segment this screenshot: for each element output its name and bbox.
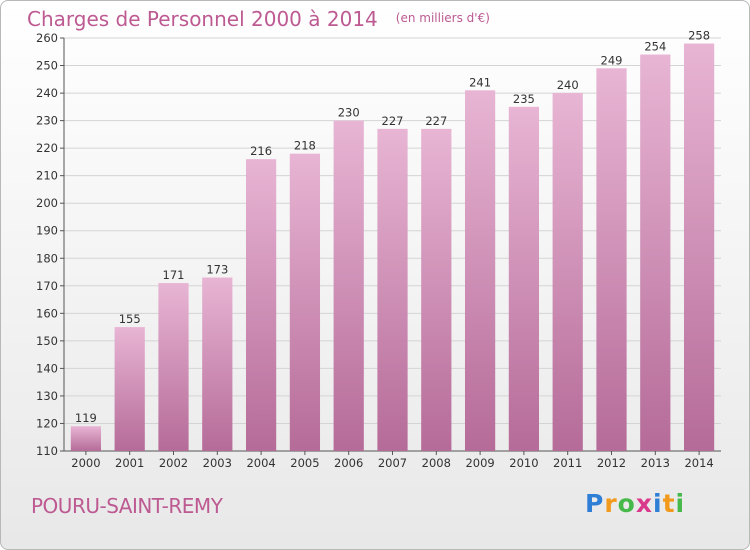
bar bbox=[333, 120, 364, 451]
x-tick-label: 2008 bbox=[422, 456, 451, 470]
bar bbox=[158, 283, 189, 451]
brand-letter: o bbox=[617, 489, 636, 518]
data-label: 230 bbox=[338, 106, 360, 120]
y-tick-label: 140 bbox=[36, 361, 58, 375]
x-tick-label: 2006 bbox=[334, 456, 363, 470]
brand-letter: t bbox=[662, 489, 676, 518]
data-label: 227 bbox=[425, 114, 447, 128]
bar bbox=[377, 128, 408, 452]
bars bbox=[70, 43, 715, 452]
data-label: 119 bbox=[75, 411, 97, 425]
data-labels: 119 155 171 173 216 218 230 227 227 241 235 240 249 2… bbox=[75, 29, 710, 426]
y-tick-label: 230 bbox=[36, 114, 58, 128]
chart-title-text: Charges de Personnel 2000 à 2014 bbox=[27, 7, 378, 31]
bar bbox=[421, 128, 452, 452]
y-tick-label: 250 bbox=[36, 59, 58, 73]
x-tick-label: 2012 bbox=[597, 456, 626, 470]
y-tick-label: 190 bbox=[36, 224, 58, 238]
data-label: 258 bbox=[688, 29, 710, 43]
brand-letter: i bbox=[675, 489, 686, 518]
y-tick-label: 120 bbox=[36, 416, 58, 430]
bar bbox=[508, 106, 540, 451]
x-tick-label: 2010 bbox=[509, 456, 538, 470]
y-tick-label: 220 bbox=[36, 141, 58, 155]
data-label: 227 bbox=[382, 114, 404, 128]
proxiti-logo: Proxiti bbox=[585, 489, 685, 518]
bar bbox=[70, 426, 102, 451]
bar bbox=[202, 277, 233, 451]
x-tick-label: 2011 bbox=[553, 456, 582, 470]
commune-name: POURU-SAINT-REMY bbox=[31, 494, 223, 518]
bar bbox=[640, 54, 671, 452]
data-label: 171 bbox=[163, 268, 185, 282]
bar bbox=[245, 159, 277, 451]
data-label: 216 bbox=[250, 144, 272, 158]
data-label: 173 bbox=[206, 263, 228, 277]
x-tick-label: 2004 bbox=[246, 456, 275, 470]
x-tick-label: 2001 bbox=[115, 456, 144, 470]
bar bbox=[683, 43, 715, 452]
x-tick-label: 2003 bbox=[203, 456, 232, 470]
x-tick-label: 2000 bbox=[71, 456, 100, 470]
brand-letter: r bbox=[604, 489, 618, 518]
x-tick-label: 2007 bbox=[378, 456, 407, 470]
y-tick-label: 260 bbox=[36, 31, 58, 45]
x-tick-label: 2013 bbox=[641, 456, 670, 470]
y-tick-label: 200 bbox=[36, 196, 58, 210]
bar bbox=[464, 90, 496, 452]
data-label: 235 bbox=[513, 92, 535, 106]
bar bbox=[114, 327, 145, 451]
data-label: 254 bbox=[644, 40, 666, 54]
chart-unit: (en milliers d'€) bbox=[395, 11, 490, 25]
y-tick-label: 160 bbox=[36, 306, 58, 320]
y-tick-label: 110 bbox=[36, 444, 58, 458]
y-tick-label: 130 bbox=[36, 389, 58, 403]
data-label: 241 bbox=[469, 75, 491, 89]
data-label: 218 bbox=[294, 139, 316, 153]
x-tick-label: 2002 bbox=[159, 456, 188, 470]
y-tick-label: 210 bbox=[36, 169, 58, 183]
y-tick-label: 170 bbox=[36, 279, 58, 293]
y-tick-label: 150 bbox=[36, 334, 58, 348]
x-tick-labels: 2000 2001 2002 2003 2004 2005 2006 2007 2008 2009… bbox=[71, 456, 713, 470]
chart-title: Charges de Personnel 2000 à 2014 (en mill… bbox=[27, 7, 490, 31]
brand-letter: P bbox=[585, 489, 605, 518]
brand-letter: x bbox=[635, 489, 653, 518]
y-tick-label: 180 bbox=[36, 251, 58, 265]
y-tick-labels: 110 120 130 140 150 160 170 180 190 200 210 220 230 2… bbox=[36, 31, 58, 458]
brand-letter: i bbox=[653, 489, 663, 518]
data-label: 240 bbox=[557, 78, 579, 92]
bar bbox=[552, 93, 583, 452]
data-label: 155 bbox=[119, 312, 141, 326]
x-tick-label: 2014 bbox=[684, 456, 713, 470]
x-tick-label: 2009 bbox=[465, 456, 494, 470]
x-tick-label: 2005 bbox=[290, 456, 319, 470]
y-tick-label: 240 bbox=[36, 86, 58, 100]
bar bbox=[289, 153, 321, 451]
data-label: 249 bbox=[601, 53, 623, 67]
bar bbox=[596, 68, 627, 451]
